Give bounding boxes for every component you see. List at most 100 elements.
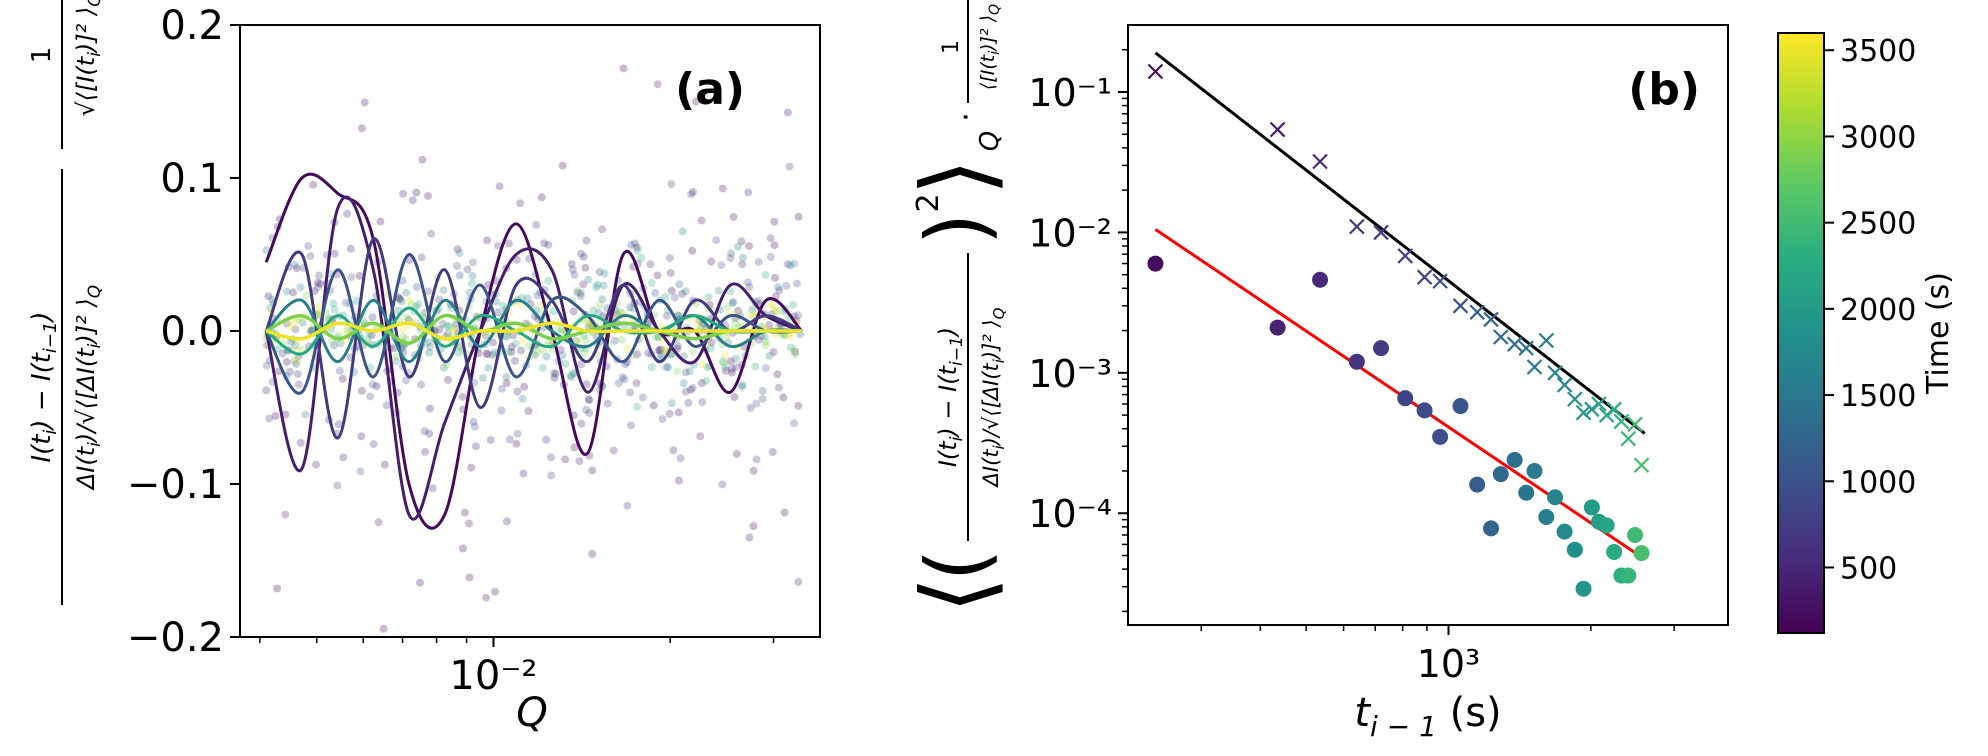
colorbar-tick-label: 2500	[1840, 207, 1916, 242]
scatter-point	[649, 401, 658, 410]
scatter-point	[761, 271, 770, 280]
scatter-point	[282, 358, 291, 366]
curve-line	[264, 237, 803, 440]
scatter-point	[502, 332, 511, 341]
scatter-point	[729, 212, 738, 221]
circle-marker	[1627, 526, 1644, 543]
scatter-point	[346, 244, 355, 253]
circle-marker	[1633, 545, 1650, 562]
scatter-point	[737, 237, 746, 246]
scatter-point	[674, 311, 683, 320]
scatter-point	[720, 350, 729, 359]
panel-b-markers	[1147, 63, 1650, 597]
scatter-point	[658, 415, 667, 423]
circle-marker	[1566, 541, 1583, 558]
scatter-point	[435, 325, 444, 334]
scatter-point	[468, 258, 477, 267]
scatter-point	[749, 466, 758, 475]
scatter-point	[512, 439, 521, 448]
scatter-point	[465, 573, 474, 582]
scatter-point	[513, 429, 522, 438]
scatter-point	[656, 345, 665, 354]
scatter-point	[651, 289, 660, 297]
scatter-point	[582, 236, 591, 245]
scatter-point	[483, 236, 491, 245]
scatter-point	[368, 380, 377, 389]
scatter-point	[575, 457, 584, 466]
y-tick-label: −0.1	[127, 462, 224, 508]
panel-a: 0.2 0.1 0.0 −0.1 −0.2 10⁻² (a) Q I(ti) − I(ti…	[27, 0, 821, 736]
scatter-point	[438, 319, 447, 328]
scatter-point	[557, 325, 566, 334]
scatter-point	[688, 246, 697, 255]
scatter-point	[273, 584, 282, 593]
scatter-point	[573, 288, 582, 297]
scatter-point	[467, 279, 476, 288]
scatter-point	[719, 359, 728, 368]
scatter-point	[581, 263, 590, 272]
scatter-point	[599, 281, 608, 290]
scatter-point	[783, 108, 792, 117]
scatter-point	[577, 360, 586, 369]
scatter-point	[558, 161, 567, 170]
circle-marker	[1492, 466, 1509, 483]
scatter-point	[697, 216, 706, 225]
circle-marker	[1518, 484, 1535, 501]
cross-marker	[1567, 391, 1583, 407]
scatter-point	[425, 342, 434, 351]
cross-marker	[1620, 430, 1637, 447]
svg-text:⟩: ⟩	[901, 158, 1013, 195]
scatter-point	[264, 292, 273, 301]
scatter-point	[702, 376, 711, 385]
scatter-point	[286, 367, 295, 376]
panel-b-frame	[1127, 24, 1729, 626]
scatter-point	[620, 375, 629, 384]
scatter-point	[666, 254, 674, 263]
scatter-point	[771, 307, 780, 315]
scatter-point	[292, 264, 301, 273]
scatter-point	[491, 587, 499, 596]
scatter-point	[439, 286, 448, 295]
scatter-point	[786, 343, 795, 352]
scatter-point	[374, 518, 383, 527]
scatter-point	[765, 321, 774, 330]
scatter-point	[339, 453, 348, 462]
scatter-point	[380, 460, 389, 469]
scatter-point	[399, 333, 408, 342]
scatter-point	[653, 271, 662, 280]
colorbar-tick-label: 3000	[1840, 120, 1916, 155]
scatter-point	[417, 380, 426, 389]
scatter-point	[664, 363, 672, 372]
scatter-point	[292, 317, 301, 326]
cross-marker	[1556, 377, 1573, 393]
scatter-point	[442, 322, 451, 331]
scatter-point	[770, 217, 779, 226]
y-tick-label: 10⁻¹	[1028, 71, 1112, 115]
scatter-point	[459, 544, 467, 553]
scatter-point	[630, 239, 639, 248]
scatter-point	[582, 317, 591, 326]
scatter-point	[773, 307, 782, 316]
cross-marker	[1432, 273, 1448, 289]
scatter-point	[779, 393, 788, 402]
scatter-point	[773, 370, 782, 379]
circle-marker	[1397, 390, 1414, 407]
scatter-point	[292, 356, 301, 365]
scatter-point	[761, 341, 770, 350]
scatter-point	[398, 325, 407, 334]
svg-text:): )	[908, 213, 1006, 246]
scatter-point	[329, 299, 338, 308]
panel-a-ylabel: I(ti) − I(ti−1) ΔI(ti)/√⟨[ΔI(ti)]² ⟩Q 1 …	[27, 0, 105, 605]
scatter-point	[698, 398, 707, 407]
scatter-point	[439, 363, 448, 372]
scatter-point	[520, 382, 529, 391]
scatter-point	[296, 438, 305, 447]
cross-marker	[1584, 401, 1600, 418]
scatter-point	[376, 217, 385, 226]
scatter-point	[782, 281, 791, 290]
scatter-point	[450, 324, 458, 333]
circle-marker	[1556, 523, 1573, 540]
scatter-point	[609, 446, 618, 455]
scatter-point	[584, 395, 593, 404]
scatter-point	[402, 376, 411, 385]
